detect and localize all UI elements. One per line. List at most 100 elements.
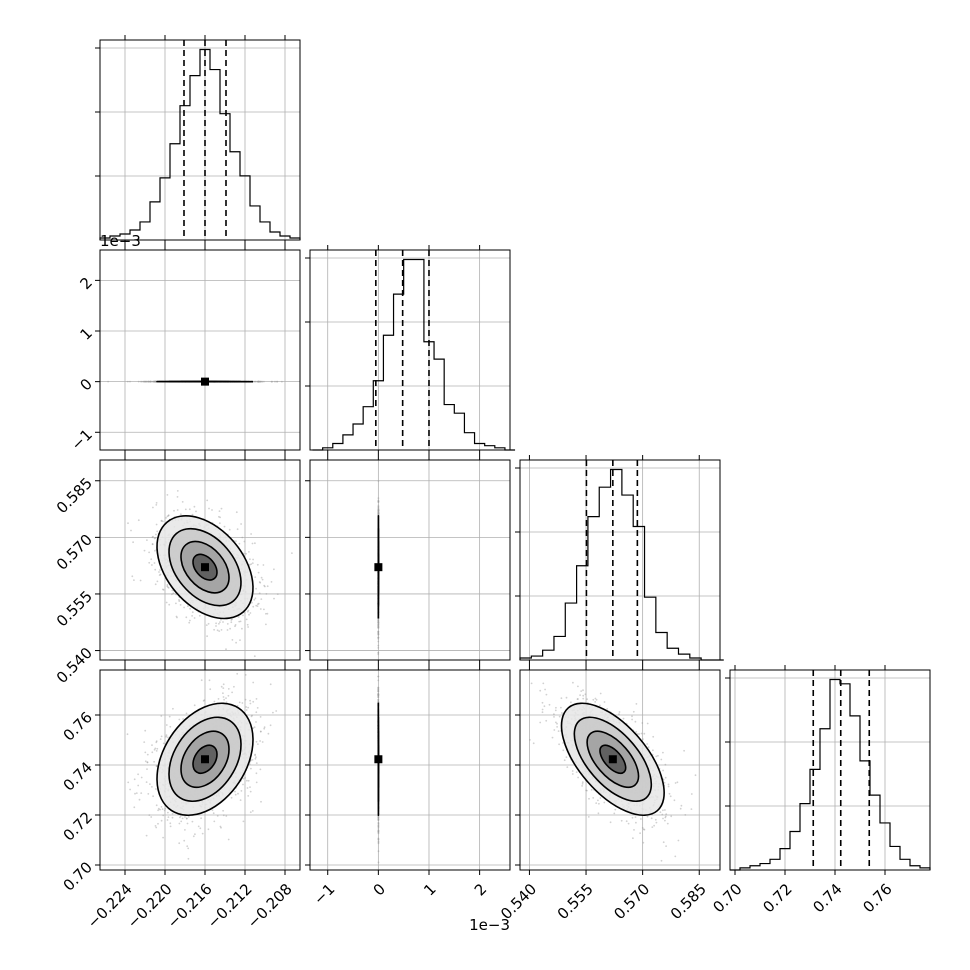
scatter-point — [175, 602, 177, 605]
panel-frame — [99, 39, 301, 241]
scatter-point — [155, 741, 158, 744]
scatter-point — [183, 606, 186, 609]
panel-frame — [309, 459, 511, 661]
scatter-point — [377, 633, 380, 636]
scatter-point — [264, 585, 266, 588]
scatter-point — [377, 508, 380, 511]
scatter-point — [377, 501, 380, 504]
scatter-point — [148, 561, 151, 564]
scatter-point — [143, 380, 145, 383]
scatter-point — [218, 622, 220, 625]
scatter-point — [230, 621, 233, 624]
scatter-point — [234, 624, 237, 626]
scatter-point — [227, 688, 230, 690]
scatter-point — [222, 696, 225, 698]
scatter-point — [191, 615, 194, 617]
scatter-point — [159, 573, 162, 576]
scatter-point — [255, 721, 257, 723]
scatter-point — [152, 535, 154, 538]
histogram-panel-0 — [95, 35, 301, 245]
scatter-point — [234, 793, 237, 796]
scatter-point — [259, 380, 262, 383]
scatter-point — [377, 619, 380, 622]
scatter-point — [258, 380, 260, 383]
scatter-point — [166, 515, 169, 518]
scatter-point — [218, 510, 221, 512]
scatter-point — [132, 541, 135, 544]
scatter-point — [157, 809, 160, 812]
scatter-point — [377, 651, 380, 654]
scatter-point — [263, 727, 266, 730]
scatter-point — [213, 820, 216, 823]
scatter-point — [257, 603, 259, 606]
scatter-point — [193, 505, 196, 508]
scatter-point — [263, 608, 265, 611]
scatter-point — [189, 619, 191, 622]
scatter-point — [255, 380, 258, 383]
scatter-point — [165, 724, 168, 726]
scatter-point — [140, 380, 142, 383]
scatter-point — [248, 613, 250, 616]
histogram-step — [312, 258, 516, 451]
scatter-point — [169, 825, 172, 828]
scatter-point — [242, 820, 245, 823]
histogram-step — [99, 48, 301, 240]
scatter-point — [251, 562, 254, 564]
scatter-point — [377, 620, 380, 622]
scatter-point — [171, 816, 174, 819]
scatter-point — [249, 786, 251, 788]
scatter-point — [251, 601, 253, 604]
scatter-point — [260, 576, 263, 579]
scatter-point — [257, 380, 260, 383]
scatter-point — [155, 765, 158, 768]
scatter-point — [377, 622, 380, 625]
scatter-point — [154, 380, 156, 383]
scatter-point — [144, 380, 147, 383]
scatter-point — [377, 632, 380, 635]
scatter-point — [249, 558, 251, 561]
scatter-point — [254, 753, 256, 756]
scatter-point — [199, 827, 202, 830]
scatter-point — [215, 622, 218, 625]
scatter-point — [276, 593, 279, 595]
scatter-point — [276, 380, 279, 383]
scatter-point — [167, 586, 169, 588]
scatter-point — [239, 620, 242, 623]
scatter-point — [211, 509, 213, 511]
scatter-point — [253, 598, 256, 601]
scatter-point — [149, 380, 152, 383]
scatter-point — [158, 571, 160, 573]
scatter-point — [250, 563, 253, 565]
scatter-point — [231, 639, 234, 641]
scatter-point — [242, 614, 244, 617]
histogram-panel-2 — [515, 455, 724, 665]
scatter-point — [248, 563, 251, 566]
scatter-point — [377, 621, 380, 624]
scatter-point — [236, 672, 239, 675]
scatter-point — [222, 683, 225, 686]
scatter-point — [140, 792, 143, 794]
scatter-point — [188, 508, 191, 511]
scatter-point — [180, 513, 182, 516]
scatter-point — [247, 609, 250, 612]
scatter-point — [148, 551, 151, 554]
scatter-point — [166, 583, 169, 586]
scatter-panel-0-3 — [95, 665, 301, 875]
scatter-point — [377, 623, 380, 626]
scatter-point — [143, 741, 146, 743]
scatter-point — [156, 580, 159, 583]
scatter-point — [377, 626, 380, 628]
scatter-point — [166, 494, 169, 496]
scatter-point — [252, 700, 255, 703]
scatter-point — [154, 380, 157, 383]
scatter-point — [276, 380, 278, 383]
scatter-point — [255, 604, 258, 607]
scatter-point — [157, 822, 159, 825]
scatter-point — [194, 833, 196, 836]
scatter-point — [159, 808, 161, 811]
scatter-point — [154, 549, 156, 552]
scatter-point — [252, 605, 255, 608]
scatter-point — [151, 380, 154, 383]
scatter-point — [262, 564, 265, 566]
scatter-point — [245, 706, 248, 708]
